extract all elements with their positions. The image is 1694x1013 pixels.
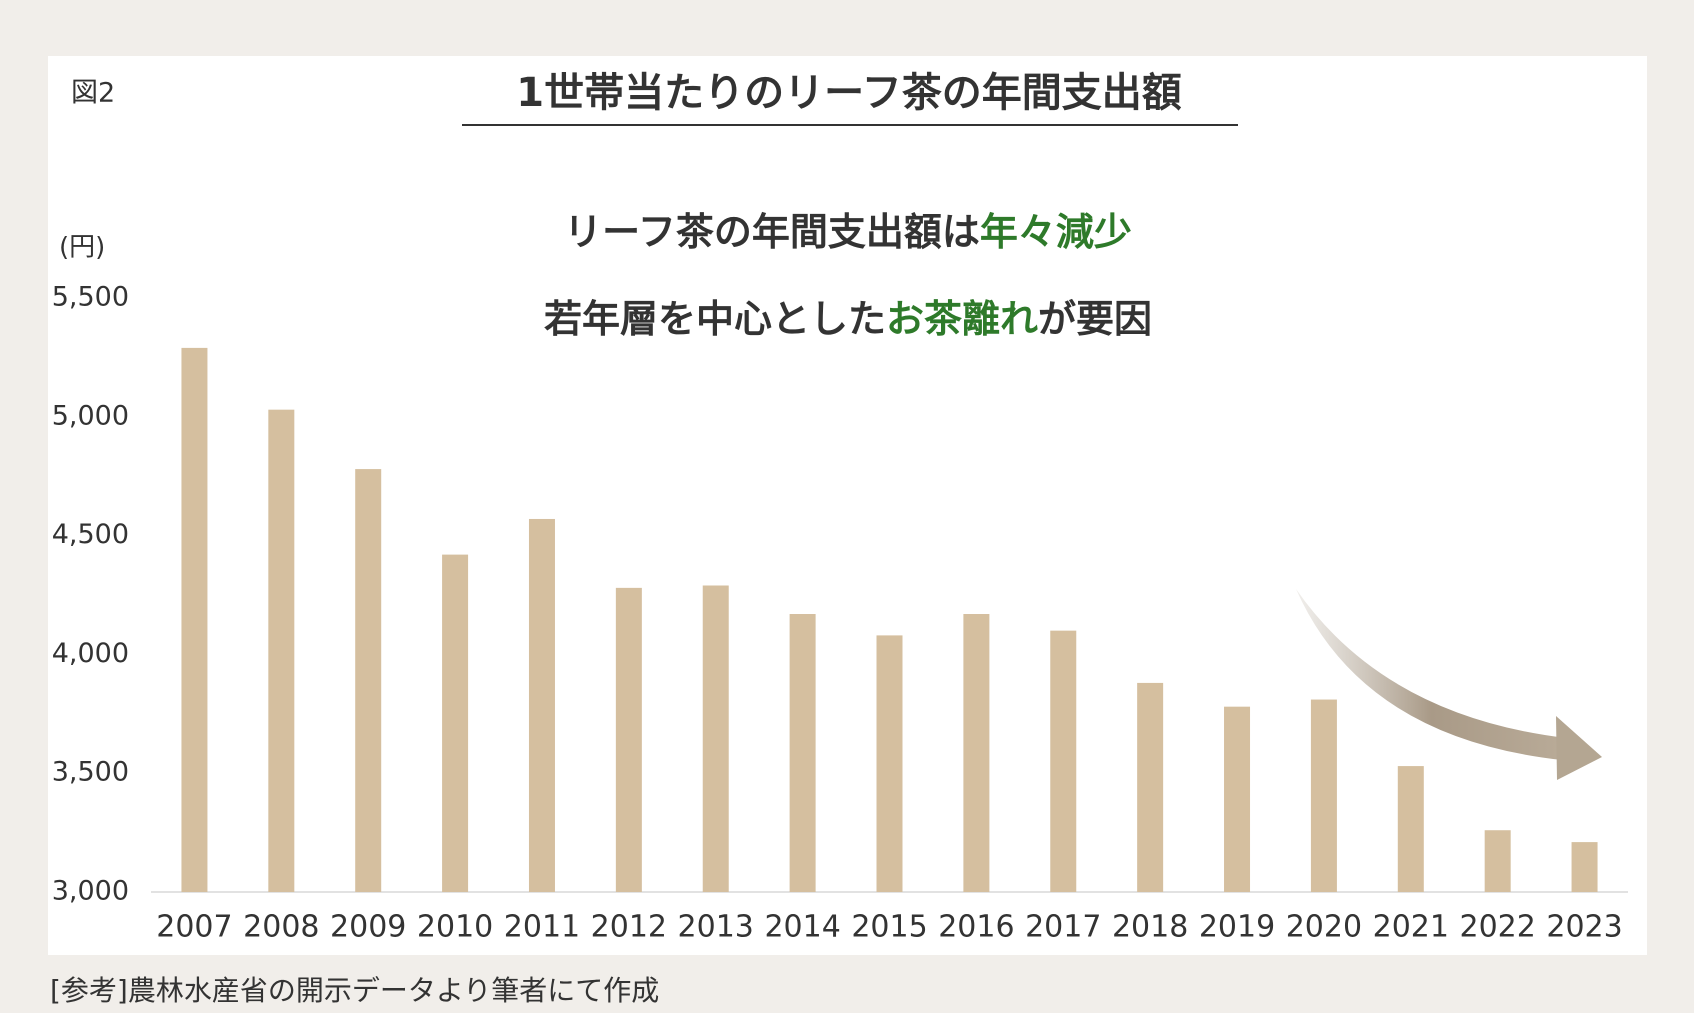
bar bbox=[963, 614, 990, 892]
annotation-segment: お茶離れ bbox=[886, 297, 1038, 341]
x-tick-label: 2020 bbox=[1286, 910, 1362, 945]
bar bbox=[355, 469, 382, 892]
annotation: リーフ茶の年間支出額は年々減少 bbox=[564, 210, 1132, 254]
bar bbox=[1137, 682, 1164, 892]
bar bbox=[789, 614, 816, 892]
x-tick-label: 2016 bbox=[938, 910, 1014, 945]
bar bbox=[528, 518, 555, 892]
bar bbox=[268, 409, 295, 892]
annotation: 若年層を中心としたお茶離れが要因 bbox=[544, 297, 1152, 341]
y-tick-label: 3,500 bbox=[52, 757, 129, 788]
source-note: [参考]農林水産省の開示データより筆者にて作成 bbox=[50, 974, 659, 1007]
bar bbox=[181, 347, 208, 892]
x-tick-label: 2021 bbox=[1373, 910, 1449, 945]
bar bbox=[615, 587, 642, 892]
bar bbox=[876, 635, 903, 892]
trend-arrow-head bbox=[1556, 716, 1602, 780]
bar bbox=[1484, 830, 1511, 892]
x-tick-label: 2011 bbox=[504, 910, 580, 945]
annotation-segment: リーフ茶の年間支出額は bbox=[564, 210, 980, 254]
bar bbox=[1050, 630, 1077, 892]
x-tick-label: 2015 bbox=[851, 910, 927, 945]
x-tick-label: 2007 bbox=[156, 910, 232, 945]
y-tick-label: 3,000 bbox=[52, 876, 129, 907]
annotation-segment: 若年層を中心とした bbox=[544, 297, 886, 341]
x-tick-label: 2017 bbox=[1025, 910, 1101, 945]
annotation-segment: 年々減少 bbox=[980, 210, 1132, 254]
trend-arrow bbox=[1296, 589, 1566, 760]
x-tick-label: 2010 bbox=[417, 910, 493, 945]
y-tick-label: 5,000 bbox=[52, 400, 129, 431]
y-tick-label: 4,500 bbox=[52, 519, 129, 550]
bar bbox=[1571, 842, 1598, 892]
figure-label: 図2 bbox=[71, 78, 115, 109]
annotation-segment: が要因 bbox=[1038, 297, 1152, 341]
y-tick-label: 5,500 bbox=[52, 282, 129, 313]
x-tick-label: 2009 bbox=[330, 910, 406, 945]
x-tick-label: 2022 bbox=[1459, 910, 1535, 945]
card bbox=[48, 56, 1647, 955]
y-axis-label: (円) bbox=[59, 233, 105, 263]
bar bbox=[702, 585, 729, 892]
bar bbox=[442, 554, 469, 892]
bar bbox=[1224, 706, 1251, 892]
x-tick-label: 2019 bbox=[1199, 910, 1275, 945]
x-tick-label: 2013 bbox=[678, 910, 754, 945]
chart-title: 1世帯当たりのリーフ茶の年間支出額 bbox=[516, 70, 1181, 116]
x-tick-label: 2023 bbox=[1546, 910, 1622, 945]
bar bbox=[1310, 699, 1337, 892]
x-tick-label: 2018 bbox=[1112, 910, 1188, 945]
x-tick-label: 2008 bbox=[243, 910, 319, 945]
x-tick-label: 2012 bbox=[591, 910, 667, 945]
x-tick-label: 2014 bbox=[764, 910, 840, 945]
y-tick-label: 4,000 bbox=[52, 638, 129, 669]
bar bbox=[1397, 766, 1424, 892]
